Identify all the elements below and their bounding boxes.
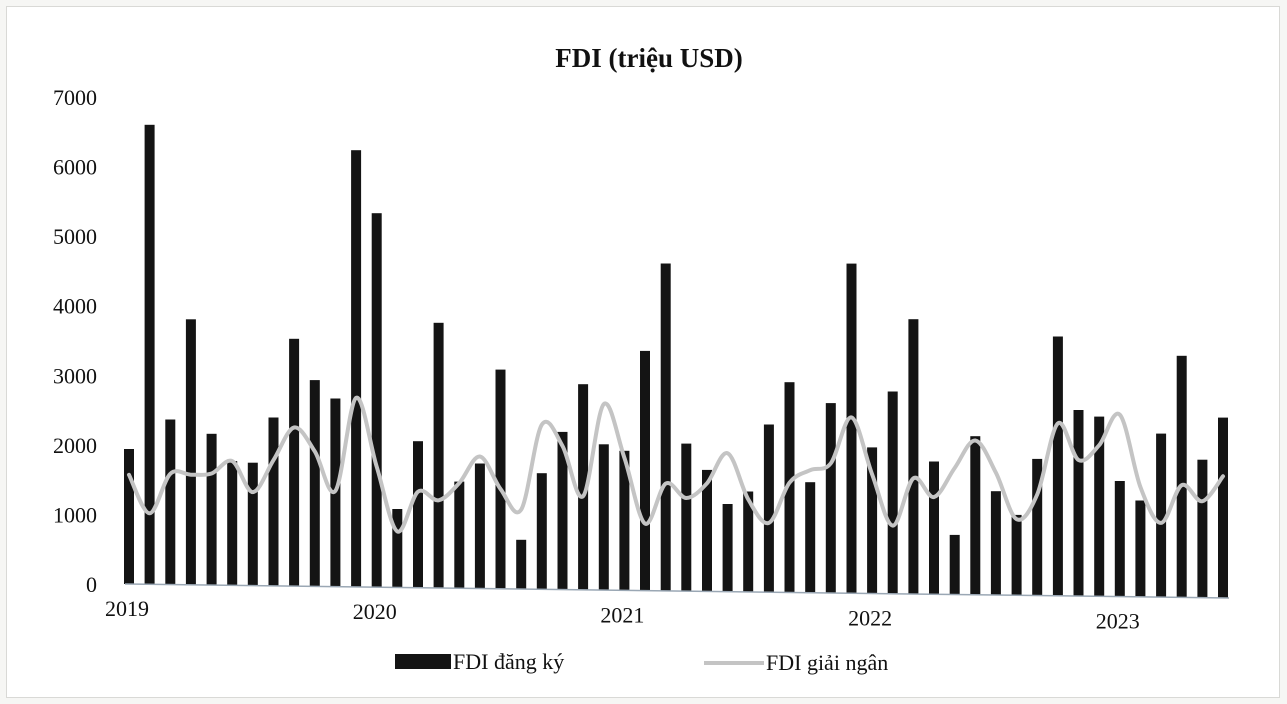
x-axis-tick-labels: 2019 2020 2021 2022 2023 xyxy=(105,596,1140,634)
y-tick-label: 7000 xyxy=(53,85,97,110)
bar xyxy=(825,403,836,593)
line-series-fdi-giai-ngan xyxy=(127,395,1225,534)
bar xyxy=(598,444,609,591)
bar xyxy=(908,319,919,594)
bar xyxy=(474,463,485,589)
x-tick-label: 2021 xyxy=(600,602,644,627)
legend-label-fdi-dang-ky: FDI đăng ký xyxy=(453,649,564,674)
bar-series-fdi-dang-ky xyxy=(124,124,1228,598)
bar xyxy=(1094,416,1105,597)
y-tick-label: 5000 xyxy=(53,224,97,249)
x-tick-label: 2022 xyxy=(848,606,892,631)
y-tick-label: 4000 xyxy=(53,294,97,319)
bar xyxy=(1156,433,1167,598)
bar xyxy=(351,150,362,587)
bar xyxy=(763,424,774,593)
bar xyxy=(392,509,403,588)
y-tick-label: 1000 xyxy=(53,502,97,527)
bar xyxy=(165,419,176,585)
bar xyxy=(1011,514,1022,596)
bar xyxy=(867,447,878,594)
bar xyxy=(784,382,795,593)
bar xyxy=(247,462,258,586)
bar xyxy=(144,124,155,585)
bar xyxy=(1114,481,1125,597)
bar xyxy=(185,319,196,585)
bar xyxy=(846,263,857,594)
y-tick-label: 0 xyxy=(86,572,97,597)
bar xyxy=(206,433,217,586)
y-tick-label: 6000 xyxy=(53,155,97,180)
bar xyxy=(124,449,134,584)
bar xyxy=(619,450,630,591)
bar xyxy=(413,441,423,588)
bar xyxy=(805,482,816,593)
bar xyxy=(433,322,444,588)
bar xyxy=(1197,459,1208,598)
y-tick-label: 3000 xyxy=(53,363,97,388)
bar xyxy=(970,436,981,595)
bar xyxy=(887,391,898,594)
bar xyxy=(1073,410,1084,597)
bar xyxy=(516,539,527,589)
bar xyxy=(1176,355,1187,598)
bar xyxy=(289,338,300,587)
x-tick-label: 2023 xyxy=(1096,609,1140,634)
y-axis-tick-labels: 0 1000 2000 3000 4000 5000 6000 7000 xyxy=(53,85,97,597)
bar xyxy=(1135,500,1146,597)
bar xyxy=(495,369,506,589)
bar xyxy=(454,481,465,589)
legend-swatch-fdi-dang-ky xyxy=(395,654,451,669)
x-axis-line xyxy=(124,583,1230,599)
bar xyxy=(949,534,960,595)
bar xyxy=(268,417,279,586)
bar xyxy=(227,461,238,586)
bar xyxy=(640,350,650,591)
chart-svg: FDI (triệu USD) 0 1000 2000 3000 4000 5000 600… xyxy=(53,43,1230,675)
bar xyxy=(743,491,754,592)
bar xyxy=(1032,458,1043,596)
bar xyxy=(536,473,547,590)
bar xyxy=(309,380,320,587)
legend-label-fdi-giai-ngan: FDI giải ngân xyxy=(766,650,888,675)
chart-title: FDI (triệu USD) xyxy=(555,43,742,73)
legend: FDI đăng ký FDI giải ngân xyxy=(395,649,888,675)
bar xyxy=(578,384,589,590)
bar xyxy=(929,461,939,595)
bar xyxy=(722,504,733,592)
bar xyxy=(990,491,1001,596)
bar xyxy=(681,443,692,592)
chart-container: FDI (triệu USD) 0 1000 2000 3000 4000 5000 600… xyxy=(6,6,1280,698)
bar xyxy=(1218,417,1228,598)
bar xyxy=(660,263,671,591)
bar xyxy=(1052,336,1063,596)
x-tick-label: 2019 xyxy=(105,596,149,621)
y-tick-label: 2000 xyxy=(53,433,97,458)
bar xyxy=(557,431,568,590)
x-tick-label: 2020 xyxy=(353,599,397,624)
bar xyxy=(371,213,382,588)
bar xyxy=(702,469,712,592)
